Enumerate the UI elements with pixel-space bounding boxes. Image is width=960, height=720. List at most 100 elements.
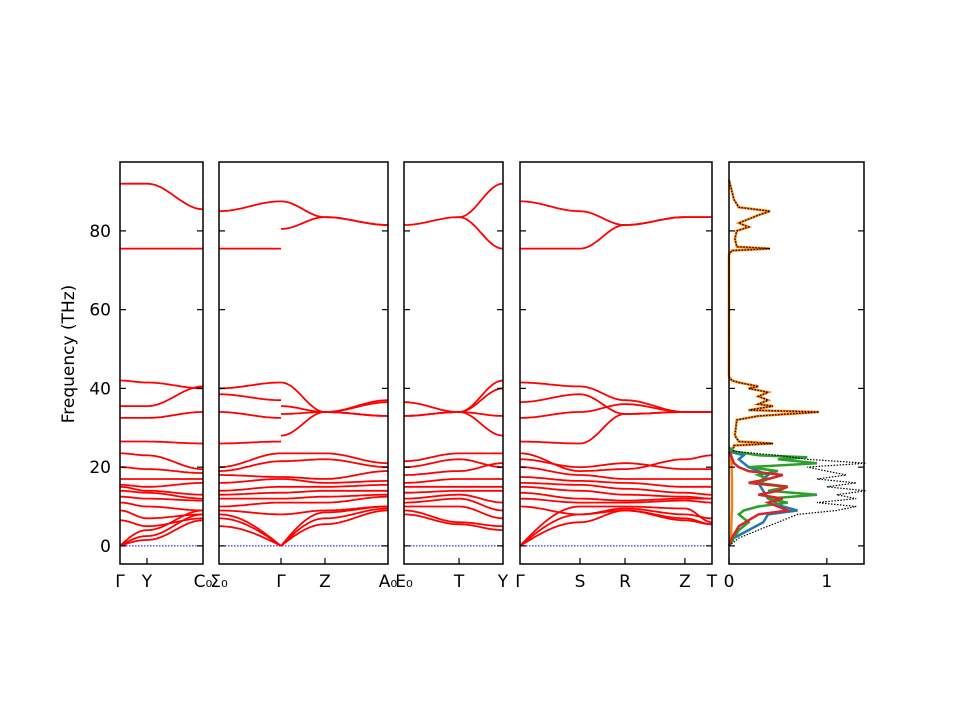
kpoint-label: R	[619, 572, 631, 592]
band-line	[519, 440, 580, 445]
band-line	[625, 509, 685, 522]
band-line	[458, 216, 504, 250]
band-line	[580, 403, 626, 413]
band-line	[146, 519, 204, 541]
band-line	[325, 495, 388, 504]
band-line	[580, 489, 625, 496]
band-line	[520, 482, 580, 486]
band-line	[147, 509, 203, 531]
band-line	[280, 523, 326, 547]
band-line	[519, 491, 580, 500]
kpoint-label: E₀	[395, 572, 413, 592]
band-line	[625, 458, 685, 470]
band-line	[219, 474, 281, 478]
band-line	[219, 525, 282, 547]
y-tick-label: 60	[89, 301, 111, 321]
dos-x-tick-label: 0	[724, 572, 735, 592]
band-line	[458, 387, 504, 413]
band-line	[404, 489, 459, 494]
band-line	[459, 493, 504, 504]
band-line	[219, 478, 281, 484]
kpoint-label: T	[453, 572, 465, 592]
band-line	[520, 476, 580, 482]
band-line	[625, 482, 685, 488]
band-line	[281, 509, 325, 516]
band-line	[325, 480, 388, 484]
kpoint-label: Y	[141, 572, 153, 592]
band-line	[146, 385, 204, 407]
band-line	[520, 452, 581, 472]
band-line	[219, 393, 281, 402]
band-line	[684, 499, 712, 504]
band-line	[519, 497, 580, 504]
band-line	[580, 474, 626, 480]
band-line	[458, 411, 504, 437]
dos-x-tick-label: 1	[821, 572, 832, 592]
band-line	[459, 411, 504, 417]
band-line	[625, 487, 685, 494]
band-line	[281, 411, 325, 415]
band-line	[459, 458, 503, 468]
band-line	[120, 452, 147, 457]
band-line	[404, 513, 459, 526]
band-line	[218, 485, 281, 492]
band-line	[146, 182, 204, 211]
band-line	[146, 440, 203, 445]
band-line	[147, 513, 203, 520]
band-line	[281, 478, 325, 484]
band-line	[520, 200, 580, 213]
band-line	[404, 216, 460, 226]
band-line	[404, 478, 459, 484]
band-line	[119, 535, 148, 547]
kpoint-label: Γ	[115, 572, 125, 592]
band-line	[458, 462, 503, 472]
band-line	[580, 462, 625, 468]
band-line	[219, 440, 282, 445]
band-line	[625, 505, 685, 510]
dos-projected-line	[727, 450, 793, 547]
band-line	[624, 399, 685, 413]
band-line	[519, 513, 581, 547]
band-line	[218, 517, 282, 547]
band-line	[325, 507, 388, 520]
band-line	[146, 454, 203, 470]
band-line	[219, 501, 281, 508]
band-line	[519, 393, 580, 404]
band-line	[520, 458, 580, 468]
band-line	[404, 470, 459, 476]
band-line	[404, 509, 460, 524]
kpoint-label: Γ	[515, 572, 525, 592]
kpoint-label: S	[575, 572, 586, 592]
band-line	[281, 495, 325, 500]
band-line	[519, 466, 580, 476]
band-line	[120, 379, 147, 384]
band-line	[147, 505, 204, 512]
band-line	[280, 381, 326, 413]
band-line	[579, 224, 626, 250]
band-line	[120, 485, 148, 492]
band-line	[147, 411, 203, 419]
band-line	[281, 405, 325, 413]
band-line	[404, 458, 459, 468]
dos-panel	[727, 179, 867, 547]
kpoint-label: Y	[497, 572, 509, 592]
band-line	[579, 385, 626, 402]
kpoint-label: A₀	[379, 572, 398, 592]
band-line	[325, 509, 388, 526]
band-line	[219, 381, 281, 390]
band-line	[219, 411, 281, 419]
band-line	[325, 458, 388, 468]
band-line	[280, 517, 326, 547]
band-line	[684, 454, 712, 461]
kpoint-label: T	[706, 572, 718, 592]
band-panel-frame	[519, 161, 713, 565]
band-line	[120, 519, 147, 528]
band-line	[404, 401, 459, 413]
kpoint-label: Z	[319, 572, 331, 592]
band-line	[120, 495, 147, 500]
kpoint-label: Σ₀	[210, 572, 228, 592]
band-line	[519, 505, 581, 547]
band-panel-frame	[218, 161, 389, 565]
band-line	[684, 491, 712, 496]
